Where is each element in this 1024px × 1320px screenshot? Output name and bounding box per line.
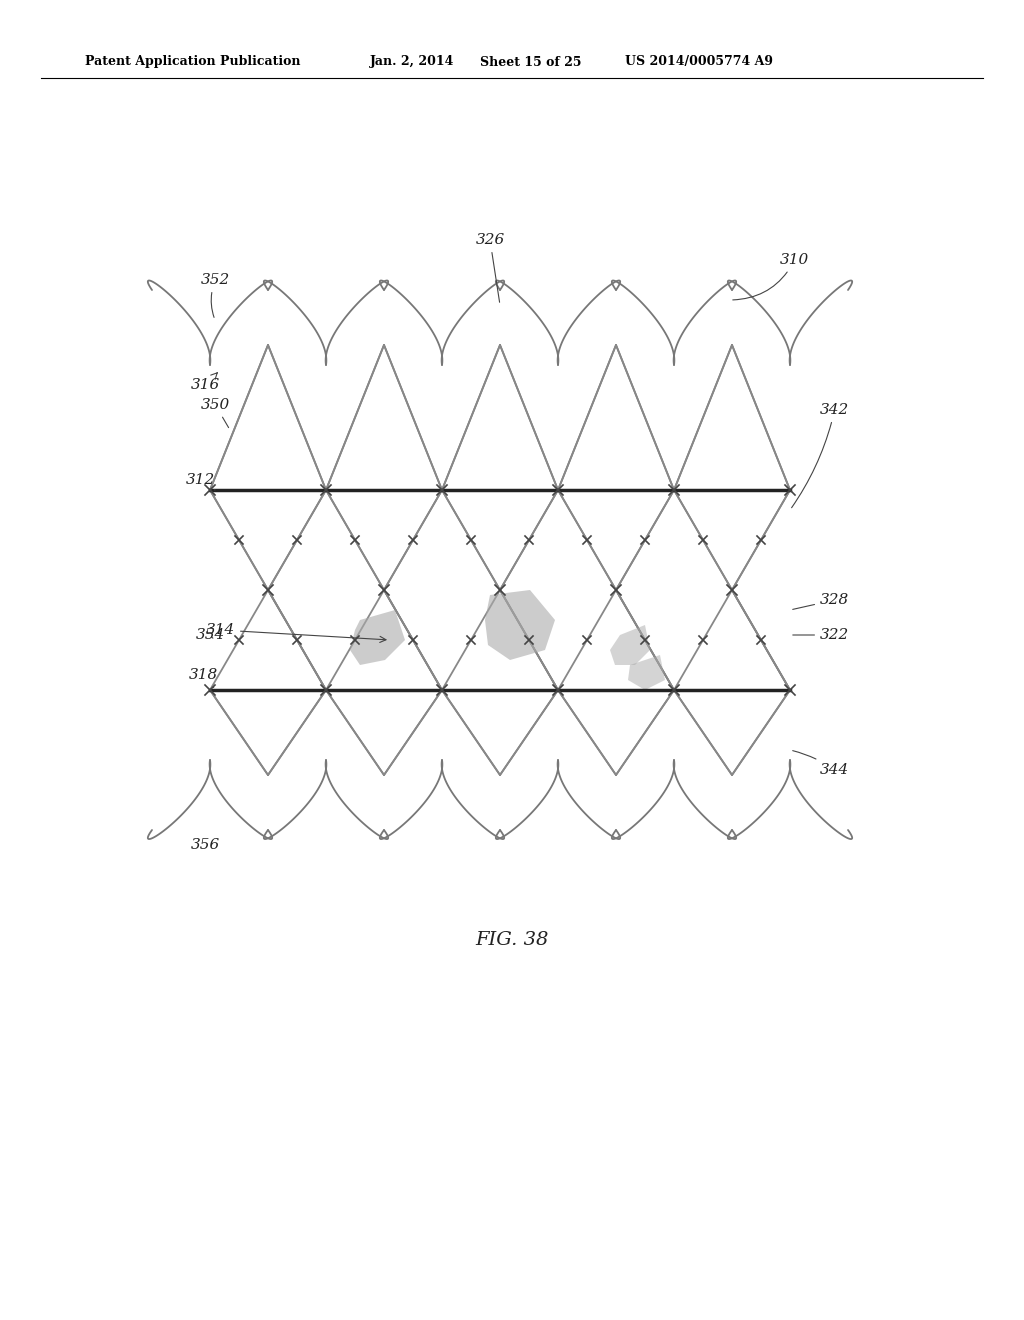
Text: 328: 328 [793, 593, 849, 610]
Polygon shape [628, 655, 665, 690]
Text: 344: 344 [793, 751, 849, 777]
Text: Jan. 2, 2014: Jan. 2, 2014 [370, 55, 455, 69]
Text: 326: 326 [475, 234, 505, 302]
Text: 312: 312 [185, 473, 215, 490]
Text: Patent Application Publication: Patent Application Publication [85, 55, 300, 69]
Text: US 2014/0005774 A9: US 2014/0005774 A9 [625, 55, 773, 69]
Text: 356: 356 [190, 838, 220, 851]
Polygon shape [485, 590, 555, 660]
Text: 314: 314 [206, 623, 386, 643]
Text: 352: 352 [201, 273, 230, 317]
Text: FIG. 38: FIG. 38 [475, 931, 549, 949]
Text: 342: 342 [792, 403, 849, 508]
Text: 318: 318 [188, 668, 218, 688]
Text: 354: 354 [196, 628, 225, 642]
Text: 316: 316 [190, 372, 220, 392]
Text: 350: 350 [201, 399, 230, 428]
Text: 322: 322 [793, 628, 849, 642]
Text: Sheet 15 of 25: Sheet 15 of 25 [480, 55, 582, 69]
Polygon shape [350, 610, 406, 665]
Polygon shape [610, 624, 650, 665]
Text: 310: 310 [733, 253, 809, 300]
